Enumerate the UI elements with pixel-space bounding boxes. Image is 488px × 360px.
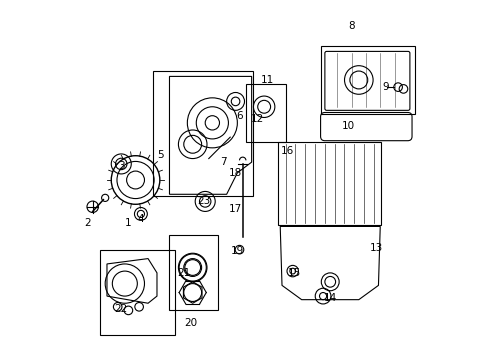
Text: 22: 22 xyxy=(114,303,128,314)
Bar xyxy=(153,71,253,196)
Text: 8: 8 xyxy=(347,21,354,31)
Text: 11: 11 xyxy=(261,75,274,85)
Text: 3: 3 xyxy=(118,161,124,171)
Bar xyxy=(278,143,380,225)
Text: 9: 9 xyxy=(382,82,388,92)
Text: 6: 6 xyxy=(235,111,242,121)
Bar xyxy=(100,249,175,336)
Text: 13: 13 xyxy=(369,243,383,253)
Text: 2: 2 xyxy=(84,218,90,228)
Text: 18: 18 xyxy=(228,168,242,178)
Text: 1: 1 xyxy=(125,218,131,228)
Text: 19: 19 xyxy=(230,247,244,256)
Text: 4: 4 xyxy=(137,214,144,224)
Text: 5: 5 xyxy=(157,150,163,160)
Text: 7: 7 xyxy=(219,157,226,167)
Text: 14: 14 xyxy=(323,293,336,303)
Text: 12: 12 xyxy=(250,114,263,124)
Text: 15: 15 xyxy=(287,268,301,278)
Text: 21: 21 xyxy=(177,268,190,278)
Text: 17: 17 xyxy=(228,203,242,213)
Text: 20: 20 xyxy=(184,318,197,328)
Text: 10: 10 xyxy=(341,121,354,131)
Bar xyxy=(321,46,414,114)
Text: 16: 16 xyxy=(280,147,293,157)
Bar xyxy=(169,235,217,310)
Bar xyxy=(246,84,285,143)
Text: 23: 23 xyxy=(196,197,210,206)
